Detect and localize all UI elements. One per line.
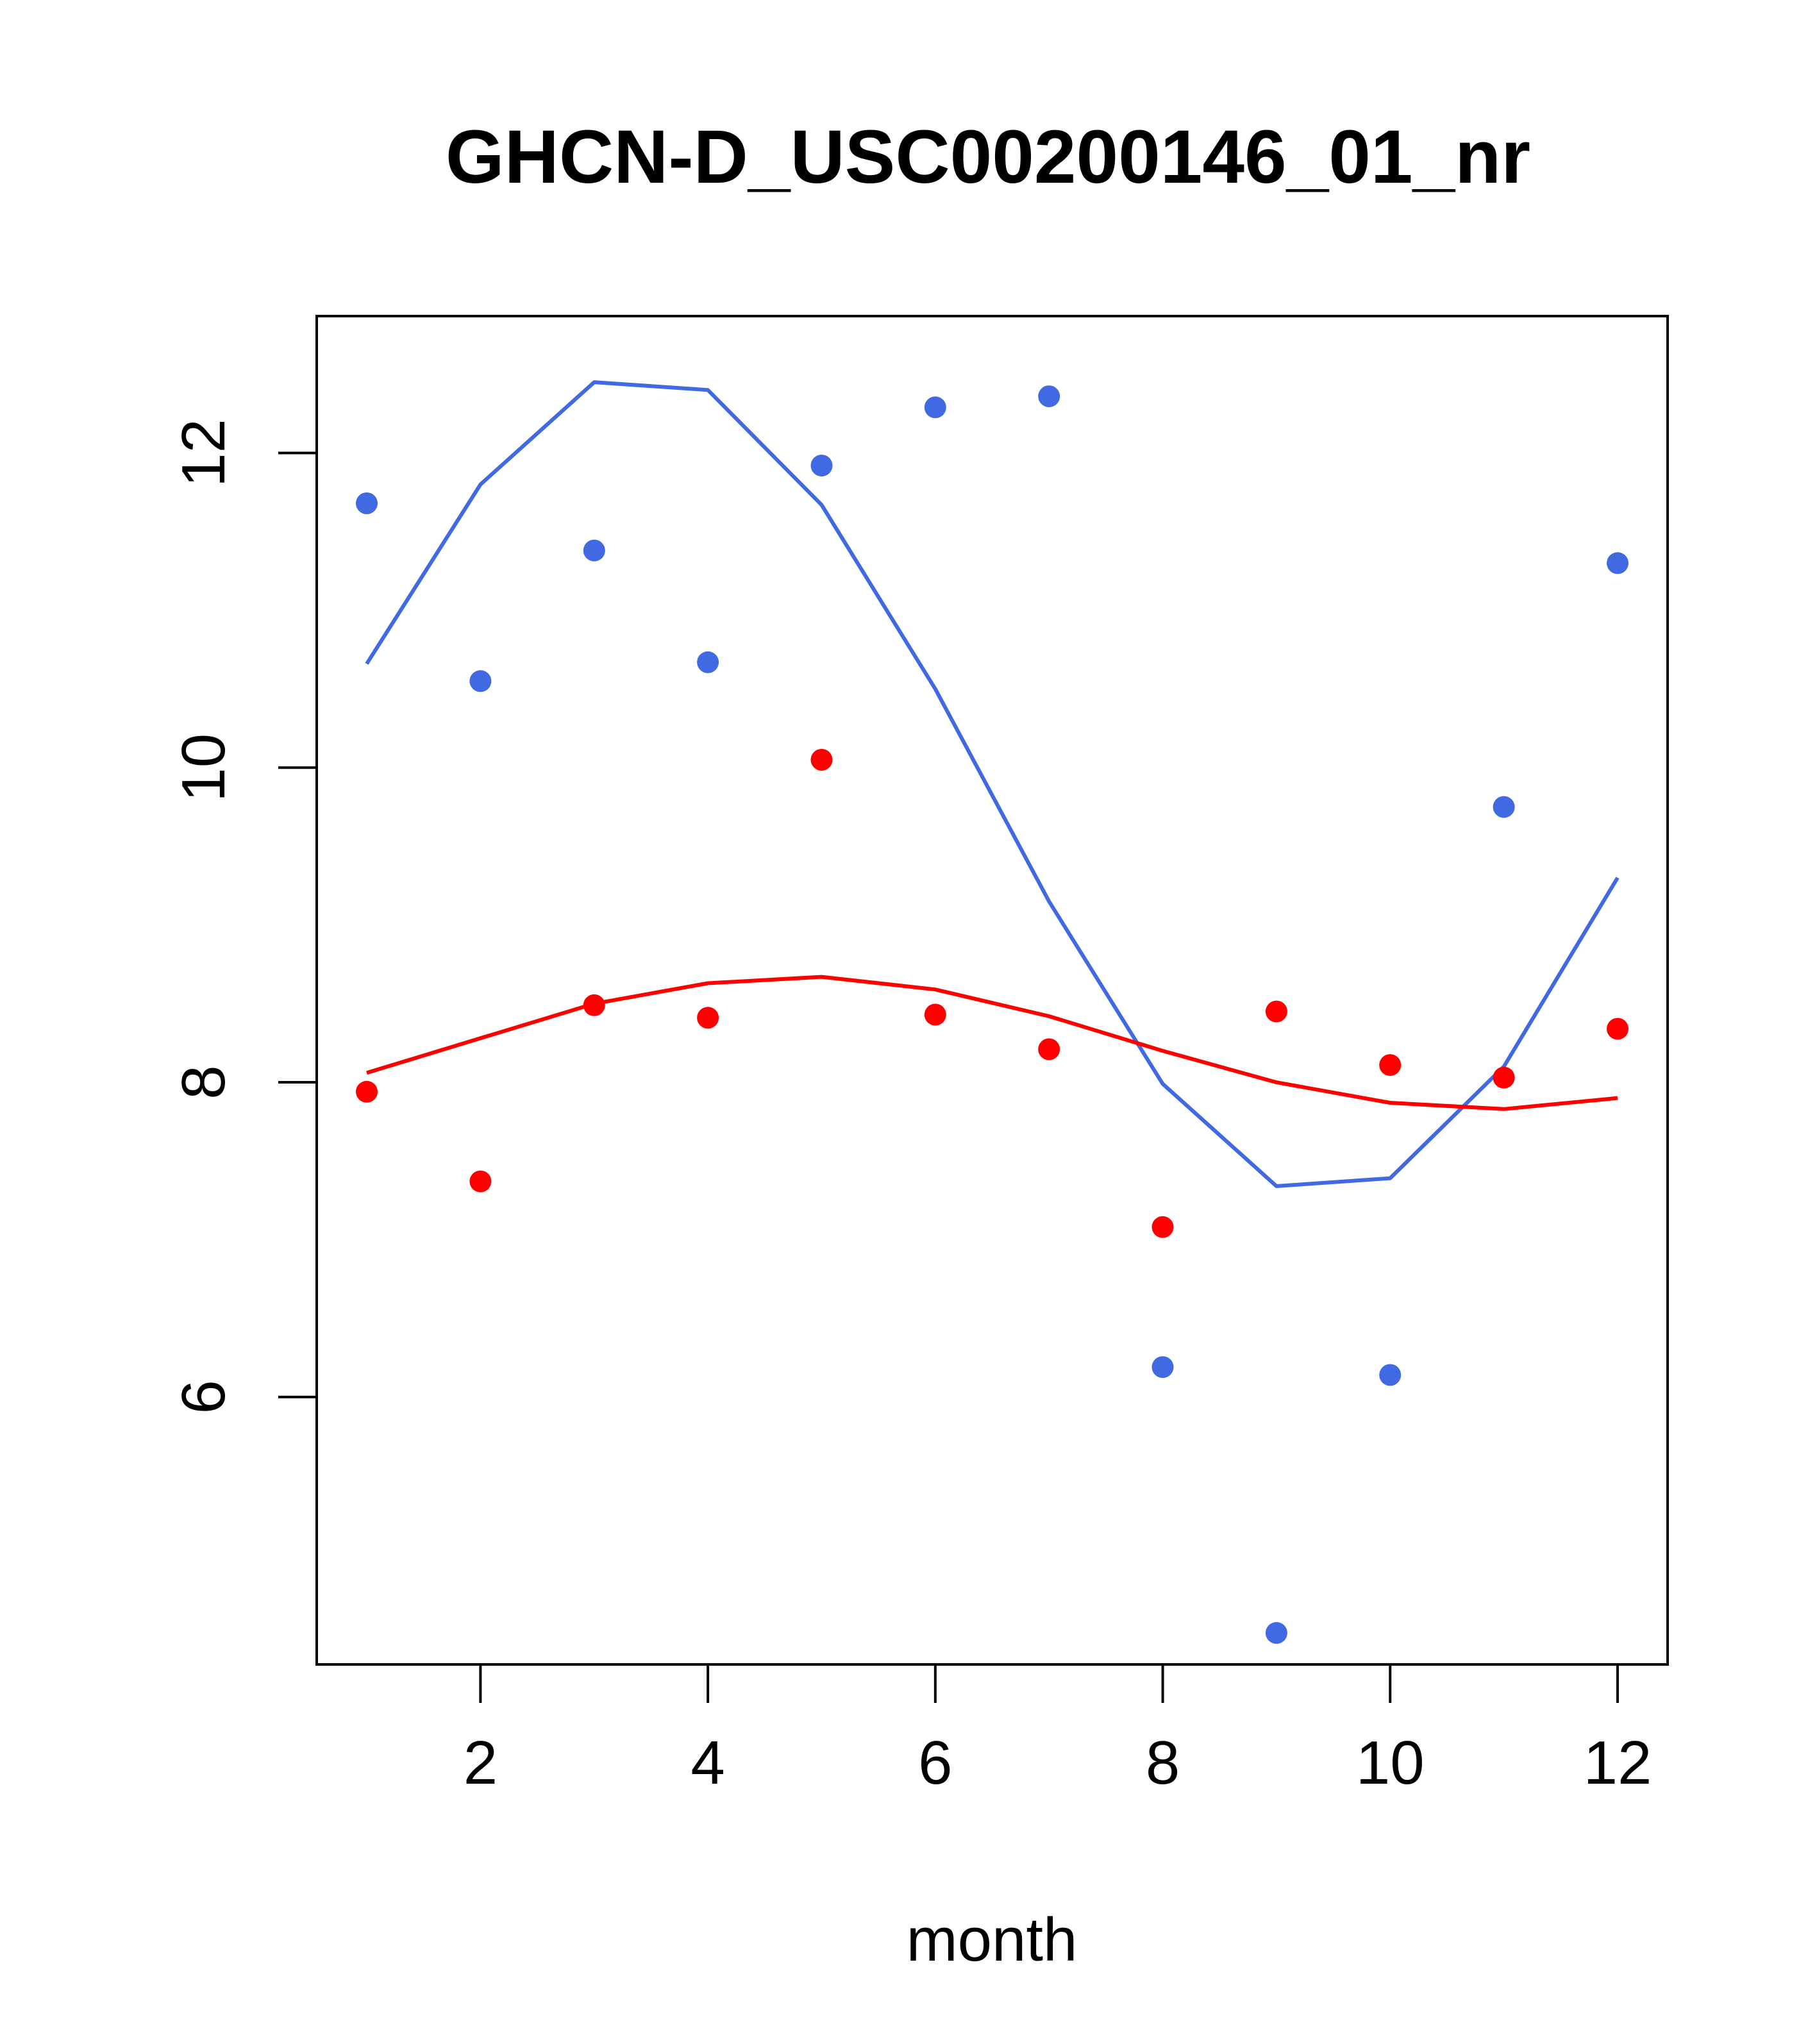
series-2-point: [469, 1170, 492, 1193]
series-2-line: [366, 975, 1618, 1111]
series-2-point: [583, 994, 605, 1016]
series-2-point: [924, 1003, 946, 1026]
series-1-point: [1038, 385, 1060, 408]
series-2-point: [1607, 1018, 1629, 1040]
series-2-point: [697, 1007, 719, 1029]
y-tick-label: 12: [169, 419, 238, 487]
series-1-line: [365, 380, 1620, 1188]
series-2-point: [1379, 1054, 1402, 1076]
series-1-point: [697, 651, 719, 673]
x-axis: 2 4 6 8 10 12: [464, 1664, 1652, 1797]
series-1-point: [1379, 1364, 1402, 1386]
series-2-point: [1038, 1038, 1060, 1060]
y-tick-label: 6: [169, 1380, 238, 1414]
series-2-point: [356, 1080, 378, 1103]
series-1-point: [1493, 796, 1515, 818]
series-1-point: [356, 492, 378, 514]
plot-frame: [315, 315, 1669, 1666]
series-2-point: [1265, 1000, 1287, 1023]
chart-title: GHCN-D_USC00200146_01_nr: [446, 115, 1530, 199]
series-1-point: [924, 396, 946, 419]
x-tick-label: 8: [1146, 1729, 1180, 1797]
x-tick-label: 12: [1584, 1729, 1652, 1797]
series-1-point: [469, 670, 492, 692]
series-2-point: [1493, 1066, 1515, 1089]
series-2-point: [810, 749, 833, 771]
series-2-point: [1151, 1216, 1174, 1238]
x-tick-label: 6: [918, 1729, 952, 1797]
y-tick-label: 10: [169, 733, 238, 802]
series-1-point: [1151, 1356, 1174, 1378]
series-1-point: [810, 455, 833, 477]
series-1-point: [1265, 1621, 1287, 1644]
x-axis-title: month: [907, 1906, 1078, 1974]
x-tick-label: 10: [1356, 1729, 1425, 1797]
y-tick-label: 8: [169, 1065, 238, 1099]
x-tick-label: 4: [691, 1729, 724, 1797]
x-tick-label: 2: [464, 1729, 498, 1797]
plot-area: [356, 380, 1629, 1644]
y-axis: 6 8 10 12: [169, 419, 317, 1414]
series-1-point: [1607, 552, 1629, 574]
series-1-point: [583, 539, 605, 562]
